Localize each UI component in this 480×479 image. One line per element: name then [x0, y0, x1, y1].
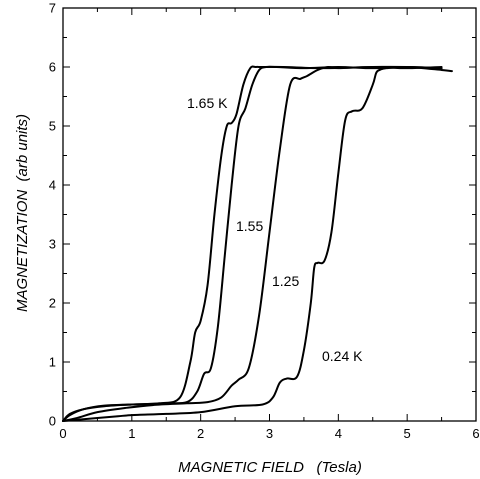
curve-series-0 [62, 65, 443, 422]
y-tick-label: 3 [49, 237, 56, 252]
curves [62, 65, 453, 422]
plot-frame [62, 7, 477, 422]
x-tick-label: 3 [266, 426, 273, 441]
curve-series-1 [62, 65, 443, 422]
x-tick-label: 6 [472, 426, 479, 441]
x-axis-title: MAGNETIC FIELD (Tesla) [178, 459, 362, 476]
tick-labels: 0 1 2 3 4 5 6 0 1 2 3 4 5 6 7 [49, 1, 480, 442]
curve-label-1-25: 1.25 [272, 273, 299, 289]
axis-ticks [62, 7, 477, 422]
y-tick-label: 2 [49, 296, 56, 311]
x-tick-label: 1 [128, 426, 135, 441]
x-tick-label: 0 [59, 426, 66, 441]
curve-series-3 [62, 65, 453, 422]
y-axis-title: MAGNETIZATION (arb units) [14, 114, 31, 312]
curve-label-0-24k: 0.24 K [322, 348, 363, 364]
curve-series-2 [62, 65, 443, 422]
x-tick-label: 5 [404, 426, 411, 441]
y-tick-label: 5 [49, 119, 56, 134]
curve-label-1-55: 1.55 [236, 218, 263, 234]
y-tick-label: 1 [49, 355, 56, 370]
x-tick-label: 2 [197, 426, 204, 441]
y-tick-label: 4 [49, 178, 56, 193]
y-tick-label: 6 [49, 60, 56, 75]
x-tick-label: 4 [335, 426, 342, 441]
y-tick-label: 0 [49, 414, 56, 429]
curve-label-1-65k: 1.65 K [187, 95, 228, 111]
y-tick-label: 7 [49, 1, 56, 16]
